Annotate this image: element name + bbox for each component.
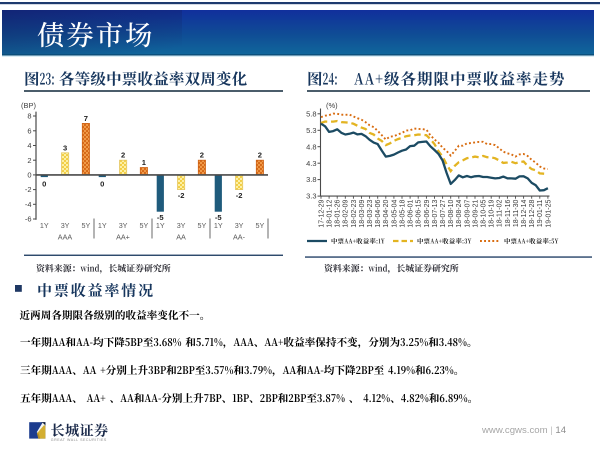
svg-text:1: 1 [142,158,147,167]
svg-text:-2: -2 [236,191,243,200]
svg-text:18-01-12: 18-01-12 [327,200,334,228]
svg-text:-6: -6 [25,215,32,224]
svg-text:18-06-15: 18-06-15 [416,200,423,228]
svg-text:-2: -2 [178,191,185,200]
svg-text:AA-: AA- [233,233,246,242]
svg-text:18-11-02: 18-11-02 [497,200,504,228]
svg-text:18-06-29: 18-06-29 [424,200,431,228]
svg-text:6: 6 [27,126,31,135]
svg-text:2: 2 [27,156,31,165]
svg-text:18-12-28: 18-12-28 [529,200,536,228]
svg-text:1Y: 1Y [214,221,223,230]
svg-text:0: 0 [42,179,46,188]
svg-text:8: 8 [27,112,31,121]
svg-text:18-08-10: 18-08-10 [448,200,455,228]
svg-text:18-06-01: 18-06-01 [408,200,415,228]
svg-text:18-09-07: 18-09-07 [464,200,471,228]
svg-text:3.8: 3.8 [306,175,316,184]
svg-text:2: 2 [200,151,204,160]
svg-text:18-02-09: 18-02-09 [343,200,350,228]
svg-text:7: 7 [84,114,88,123]
svg-text:18-03-23: 18-03-23 [367,200,374,228]
svg-text:18-11-30: 18-11-30 [513,200,520,228]
svg-text:2: 2 [258,151,262,160]
svg-text:19-01-11: 19-01-11 [537,200,544,228]
svg-text:19-01-25: 19-01-25 [545,200,552,228]
svg-text:18-12-14: 18-12-14 [521,200,528,228]
svg-text:5Y: 5Y [198,221,207,230]
svg-text:4.8: 4.8 [306,142,316,151]
svg-text:1Y: 1Y [98,221,107,230]
svg-text:18-10-19: 18-10-19 [489,200,496,228]
svg-text:3.3: 3.3 [306,192,316,201]
svg-text:18-01-26: 18-01-26 [335,200,342,228]
svg-text:18-04-06: 18-04-06 [375,200,382,228]
svg-text:-5: -5 [157,213,165,222]
svg-text:www.cgws.com | 14: www.cgws.com | 14 [481,425,567,436]
svg-text:5Y: 5Y [256,221,265,230]
svg-text:18-05-04: 18-05-04 [391,200,398,228]
svg-text:3Y: 3Y [235,221,244,230]
svg-text:18-08-24: 18-08-24 [456,200,463,228]
svg-text:3Y: 3Y [177,221,186,230]
svg-text:4: 4 [27,141,31,150]
svg-text:18-10-05: 18-10-05 [481,200,488,228]
svg-text:3Y: 3Y [119,221,128,230]
svg-text:18-03-09: 18-03-09 [359,200,366,228]
svg-text:18-04-20: 18-04-20 [383,200,390,228]
svg-text:-5: -5 [215,213,223,222]
svg-text:5Y: 5Y [140,221,149,230]
svg-text:AA: AA [176,233,186,242]
svg-text:1Y: 1Y [40,221,49,230]
svg-text:5.8: 5.8 [306,109,316,118]
svg-text:18-02-23: 18-02-23 [351,200,358,228]
svg-text:17-12-29: 17-12-29 [318,200,325,228]
svg-text:3: 3 [63,143,67,152]
svg-text:3Y: 3Y [61,221,70,230]
svg-text:-4: -4 [25,200,32,209]
svg-text:18-09-21: 18-09-21 [472,200,479,228]
svg-text:AA+: AA+ [116,233,130,242]
svg-text:5.3: 5.3 [306,126,316,135]
svg-text:(BP): (BP) [21,101,37,110]
svg-text:GREAT WALL SECURITIES: GREAT WALL SECURITIES [51,438,107,442]
svg-text:2: 2 [121,151,125,160]
svg-text:AAA: AAA [58,233,73,242]
svg-text:0: 0 [27,171,31,180]
svg-text:(%): (%) [326,101,338,110]
svg-text:-2: -2 [25,185,32,194]
svg-text:18-07-13: 18-07-13 [432,200,439,228]
svg-text:0: 0 [100,179,104,188]
svg-text:5Y: 5Y [82,221,91,230]
svg-text:4.3: 4.3 [306,159,316,168]
svg-text:18-11-16: 18-11-16 [505,200,512,228]
svg-text:1Y: 1Y [156,221,165,230]
svg-text:18-05-18: 18-05-18 [399,200,406,228]
svg-text:18-07-27: 18-07-27 [440,200,447,228]
